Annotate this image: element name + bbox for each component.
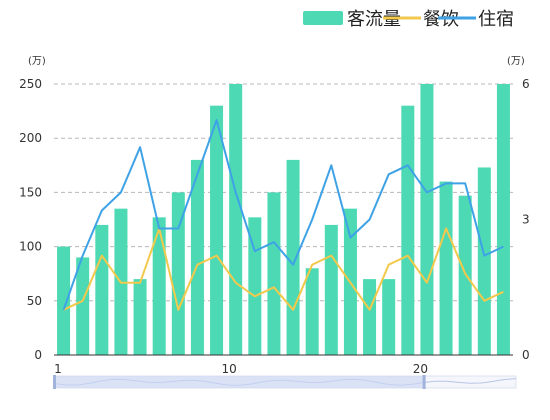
zoom-selected-range — [54, 376, 424, 388]
bar — [248, 217, 262, 355]
zoom-handle-start — [53, 375, 56, 389]
series-line — [63, 227, 504, 311]
bar — [363, 279, 377, 355]
left-axis-unit: (万) — [28, 56, 46, 67]
y-right-tick-label: 0 — [522, 348, 530, 362]
bar — [171, 192, 185, 355]
y-left-tick-label: 150 — [19, 185, 42, 199]
axes: 0 50 100 150 200 250 0 3 6 1 10 20 — [19, 77, 530, 376]
data-zoom-slider[interactable] — [53, 375, 517, 389]
bar — [133, 279, 147, 355]
y-left-tick-label: 200 — [19, 131, 42, 145]
y-left-tick-label: 100 — [19, 240, 42, 254]
bar — [57, 246, 71, 355]
legend-label: 客流量 — [347, 9, 401, 30]
bar — [439, 181, 453, 355]
series-line — [62, 119, 504, 311]
bar — [305, 268, 319, 355]
bar — [401, 105, 415, 356]
x-tick-label: 10 — [221, 362, 236, 376]
bar — [420, 84, 434, 355]
right-axis-unit: (万) — [507, 56, 525, 67]
y-right-tick-label: 6 — [522, 77, 530, 91]
legend-label: 住宿 — [478, 9, 514, 30]
bar — [286, 159, 300, 355]
y-right-tick-label: 3 — [522, 213, 530, 227]
bar — [496, 84, 510, 355]
x-tick-label: 20 — [413, 362, 428, 376]
bar — [95, 224, 109, 355]
zoom-handle-end — [422, 375, 426, 389]
bar — [382, 279, 396, 355]
line-series — [62, 119, 504, 311]
bar — [152, 217, 166, 355]
y-left-tick-label: 0 — [34, 348, 42, 362]
bar — [267, 192, 281, 355]
x-tick-label: 1 — [54, 362, 62, 376]
bar — [76, 257, 90, 355]
legend[interactable]: 客流量餐饮住宿 — [303, 9, 514, 30]
y-left-tick-label: 250 — [19, 77, 42, 91]
bar-series — [57, 84, 510, 356]
bar — [324, 224, 338, 355]
legend-swatch — [303, 11, 343, 25]
bar — [210, 105, 224, 356]
bar — [477, 167, 491, 355]
y-left-tick-label: 50 — [27, 294, 42, 308]
bar — [229, 84, 243, 355]
bar — [190, 159, 204, 355]
